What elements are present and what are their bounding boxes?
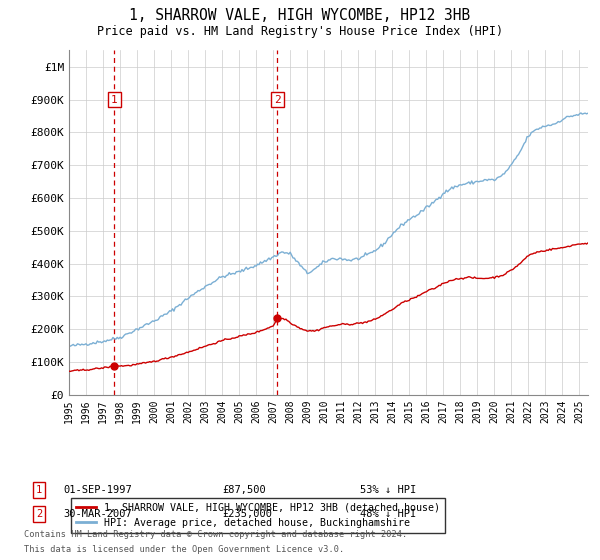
Text: 30-MAR-2007: 30-MAR-2007: [63, 509, 132, 519]
Text: This data is licensed under the Open Government Licence v3.0.: This data is licensed under the Open Gov…: [24, 545, 344, 554]
Text: £235,000: £235,000: [222, 509, 272, 519]
Text: 2: 2: [274, 95, 281, 105]
Text: 2: 2: [36, 509, 42, 519]
Legend: 1, SHARROW VALE, HIGH WYCOMBE, HP12 3HB (detached house), HPI: Average price, de: 1, SHARROW VALE, HIGH WYCOMBE, HP12 3HB …: [71, 498, 445, 533]
Text: Price paid vs. HM Land Registry's House Price Index (HPI): Price paid vs. HM Land Registry's House …: [97, 25, 503, 38]
Text: 1: 1: [111, 95, 118, 105]
Text: £87,500: £87,500: [222, 485, 266, 495]
Text: 1: 1: [36, 485, 42, 495]
Text: 48% ↓ HPI: 48% ↓ HPI: [360, 509, 416, 519]
Text: Contains HM Land Registry data © Crown copyright and database right 2024.: Contains HM Land Registry data © Crown c…: [24, 530, 407, 539]
Text: 01-SEP-1997: 01-SEP-1997: [63, 485, 132, 495]
Text: 1, SHARROW VALE, HIGH WYCOMBE, HP12 3HB: 1, SHARROW VALE, HIGH WYCOMBE, HP12 3HB: [130, 8, 470, 24]
Text: 53% ↓ HPI: 53% ↓ HPI: [360, 485, 416, 495]
